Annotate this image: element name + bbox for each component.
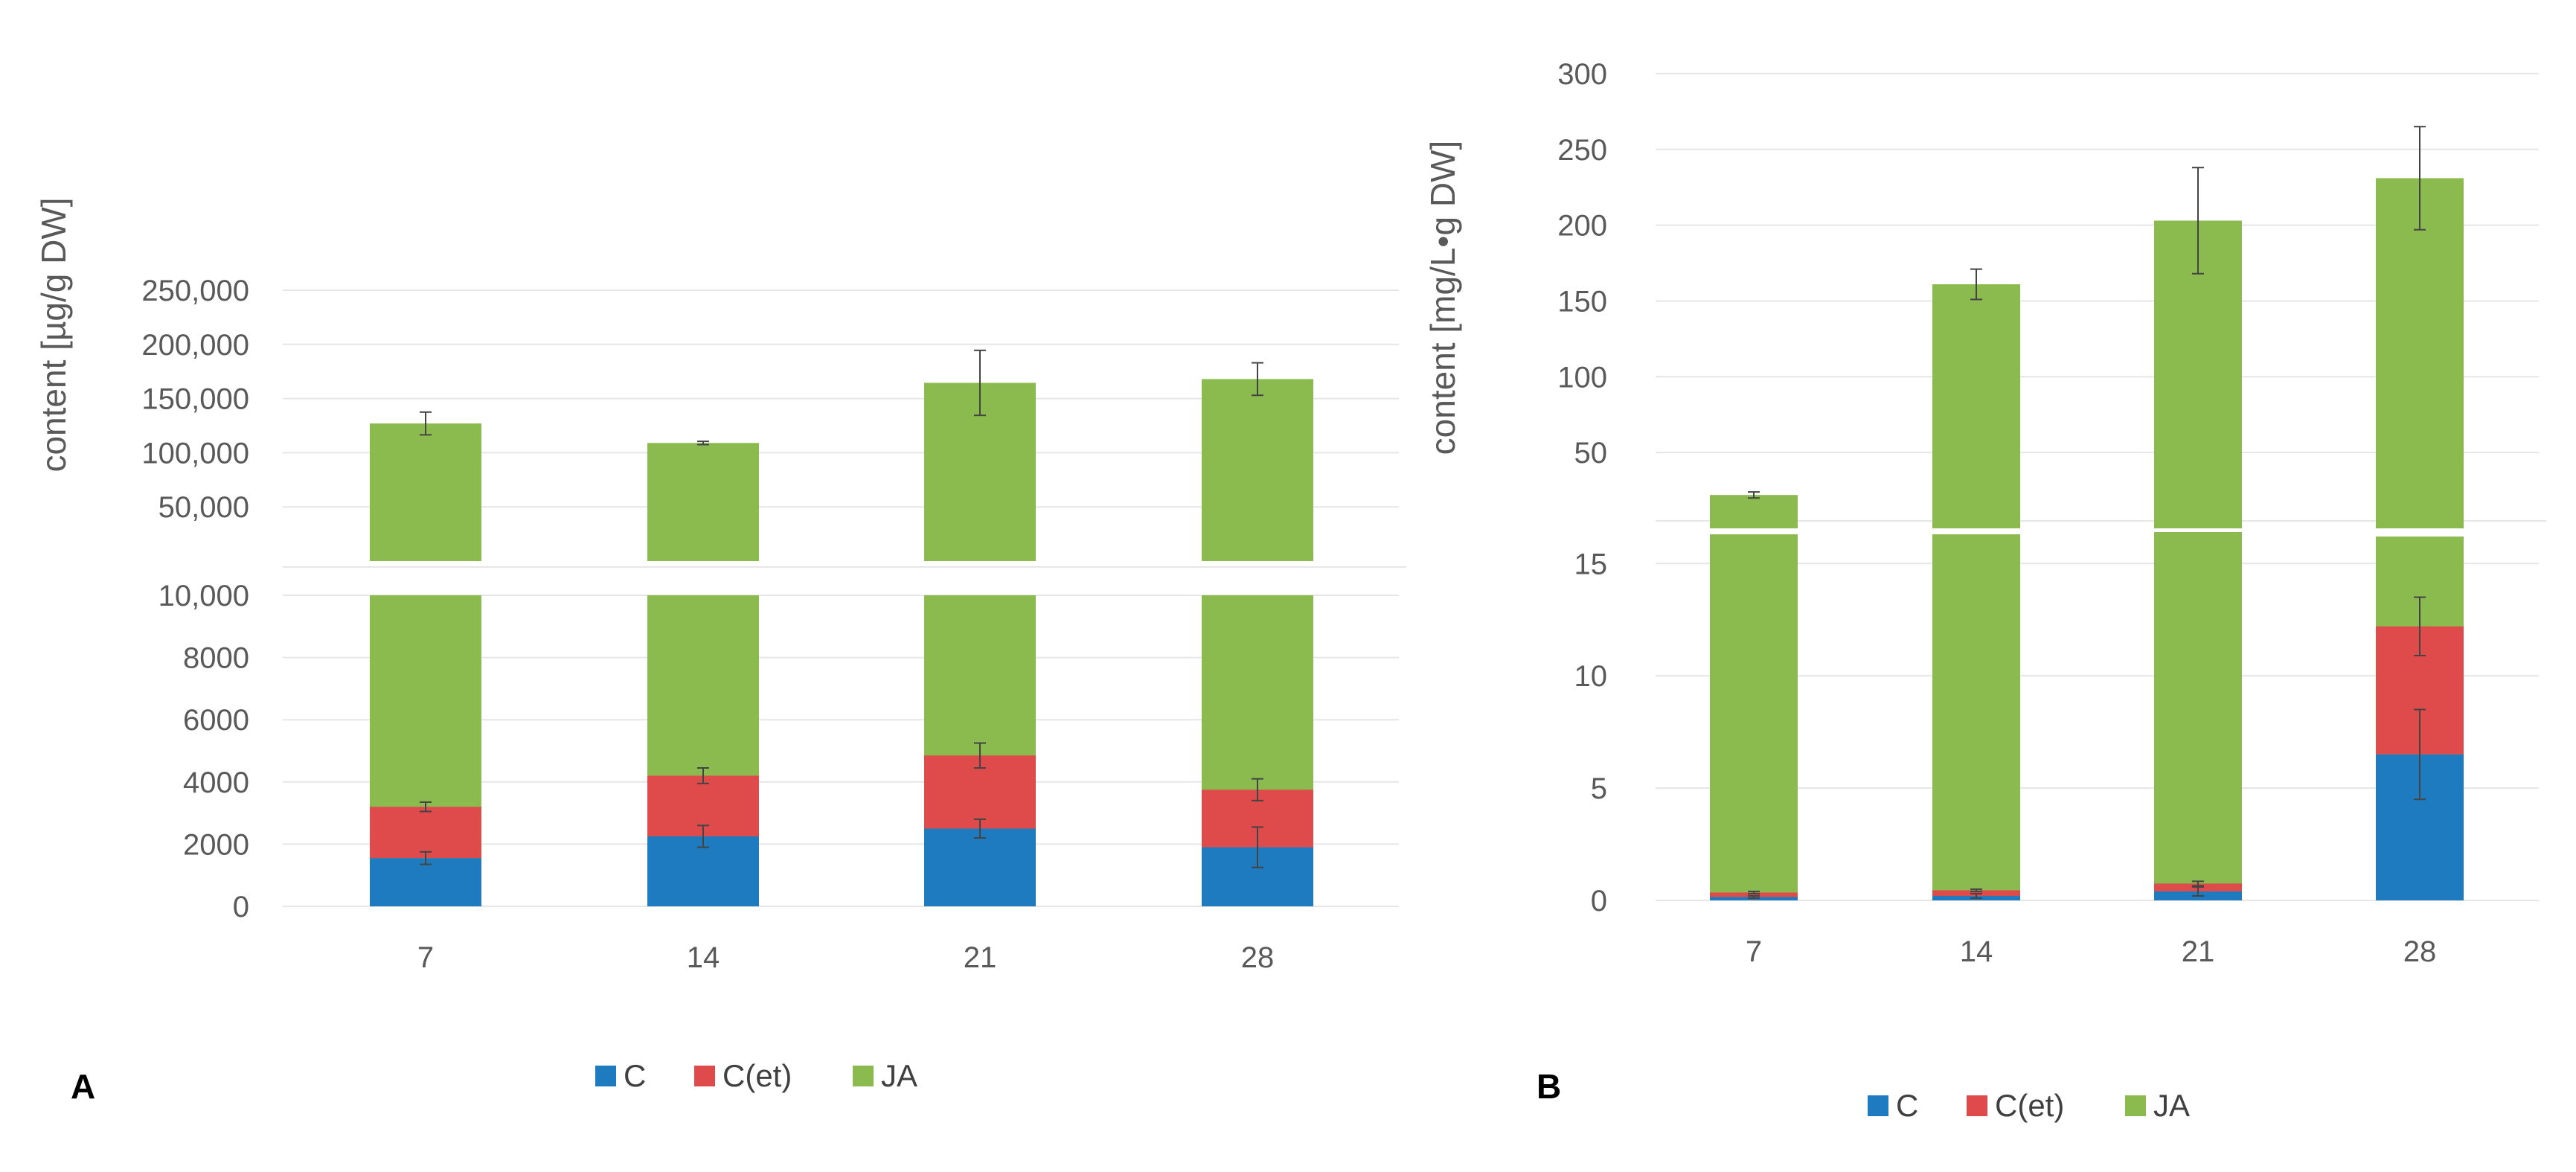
panel-A-lower-tick-label: 4000: [183, 766, 249, 799]
panel-B-lower-tick-label: 5: [1591, 772, 1607, 805]
panel-A-x-tick-label-28: 28: [1241, 941, 1275, 974]
panel-B-errorbar-JA-7: [1748, 491, 1760, 499]
panel-B-upper-tick-label: 150: [1557, 285, 1607, 318]
panel-B-errorbar-C-7: [1748, 894, 1760, 899]
panel-A-upper-tick-label: 100,000: [141, 437, 249, 470]
panel-A-lower-tick-label: 10,000: [158, 580, 249, 612]
panel-B-x-tick-label-21: 21: [2182, 935, 2215, 968]
panel-A-errorbar-Cet-21: [974, 742, 986, 769]
panel-A-errorbar-C-7: [420, 851, 432, 865]
panel-A-errorbar-Cet-7: [420, 801, 432, 813]
panel-B-errorbar-JA-21: [2192, 167, 2204, 275]
panel-A-legend-swatch-JA: [853, 1066, 874, 1086]
panel-A-bar-JA-upper-28: [1202, 379, 1313, 561]
panel-B-label: B: [1537, 1067, 1561, 1106]
panel-A-bar-Cet-7: [370, 807, 481, 859]
panel-A-bar-C-14: [647, 836, 759, 906]
panel-A-legend-swatch-C: [595, 1066, 616, 1086]
panel-A-lower-tick-label: 6000: [183, 704, 249, 737]
panel-B-bar-JA-upper-14: [1932, 284, 2020, 528]
panel-B-legend-label-Cet: C(et): [1995, 1088, 2064, 1123]
panel-B-lower-tick-label: 15: [1574, 548, 1608, 580]
panel-A-errorbar-C-21: [974, 818, 986, 839]
panel-B-errorbar-Cet-7: [1748, 890, 1760, 894]
panel-B-upper-tick-label: 200: [1557, 210, 1607, 243]
panel-B-bar-Cet-7: [1710, 892, 1798, 897]
panel-B-legend-swatch-Cet: [1967, 1095, 1987, 1116]
panel-A-label: A: [71, 1067, 95, 1106]
panel-A-errorbar-Cet-28: [1252, 778, 1263, 801]
panel-A-upper-tick-label: 150,000: [141, 383, 249, 416]
panel-B-lower-tick-label: 0: [1591, 885, 1607, 918]
panel-B-errorbar-Cet-21: [2192, 880, 2204, 887]
panel-B-legend-label-C: C: [1896, 1088, 1918, 1123]
panel-B-upper-tick-label: 50: [1574, 437, 1608, 470]
panel-B-lower-tick-label: 10: [1574, 660, 1608, 693]
panel-A-upper-tick-label: 250,000: [141, 275, 249, 307]
panel-B-errorbar-C-21: [2192, 886, 2204, 897]
panel-B-bar-JA-upper-7: [1710, 495, 1798, 528]
panel-B-bar-JA-upper-28: [2376, 178, 2464, 528]
panel-B-upper-tick-label: 100: [1557, 361, 1607, 394]
panel-A-bar-C-21: [924, 828, 1036, 906]
panel-A-upper-tick-label: 50,000: [158, 491, 249, 524]
panel-B-errorbar-JA-28: [2414, 126, 2426, 231]
panel-A-lower-tick-label: 8000: [183, 642, 249, 675]
panel-A-bar-JA-upper-7: [370, 423, 481, 561]
panel-B-bar-JA-lower-21: [2154, 532, 2242, 900]
panel-B-bar-JA-lower-7: [1710, 534, 1798, 900]
panel-A-bar-C-7: [370, 858, 481, 906]
panel-B-x-tick-label-7: 7: [1746, 935, 1762, 968]
panel-B-errorbar-JA-14: [1970, 268, 1982, 301]
panel-A-lower-tick-label: 0: [233, 891, 249, 923]
panel-B-legend-swatch-JA: [2125, 1095, 2146, 1116]
panel-A-legend-label-JA: JA: [881, 1058, 917, 1093]
panel-A-x-tick-label-21: 21: [964, 941, 997, 974]
panel-B-upper-tick-label: 250: [1557, 134, 1607, 167]
panel-B-legend-swatch-C: [1868, 1095, 1888, 1116]
panel-A-x-tick-label-7: 7: [417, 941, 434, 974]
panel-B-errorbar-Cet-28: [2414, 596, 2426, 657]
panel-A-errorbar-JA-28: [1252, 362, 1263, 397]
panel-A-legend-label-C: C: [624, 1058, 646, 1093]
panel-A-errorbar-C-28: [1252, 826, 1263, 868]
panel-B-x-tick-label-28: 28: [2403, 935, 2437, 968]
panel-B-bar-JA-lower-14: [1932, 534, 2020, 900]
panel-A-lower-tick-label: 2000: [183, 828, 249, 861]
panel-A-errorbar-JA-21: [974, 349, 986, 417]
panel-B-legend-label-JA: JA: [2153, 1088, 2190, 1123]
panel-B-errorbar-C-28: [2414, 708, 2426, 801]
panel-A-errorbar-Cet-14: [697, 766, 709, 784]
panel-A-upper-tick-label: 200,000: [141, 329, 249, 362]
panel-A-errorbar-JA-7: [420, 411, 432, 436]
panel-B-errorbar-C-14: [1970, 892, 1982, 899]
panel-A-legend-label-Cet: C(et): [723, 1058, 792, 1093]
panel-A-errorbar-JA-14: [697, 441, 709, 446]
panel-A-x-tick-label-14: 14: [687, 941, 720, 974]
panel-B-x-tick-label-14: 14: [1960, 935, 1993, 968]
panel-A-errorbar-C-14: [697, 824, 709, 848]
panel-A-bar-JA-upper-14: [647, 443, 759, 561]
panel-A-legend-swatch-Cet: [694, 1066, 715, 1086]
panel-B-upper-tick-label: 300: [1557, 58, 1607, 91]
panel-A-y-axis-label: content [µg/g DW]: [34, 197, 73, 472]
panel-B-y-axis-label: content [mg/L•g DW]: [1423, 141, 1462, 455]
panel-B-errorbar-Cet-14: [1970, 888, 1982, 892]
